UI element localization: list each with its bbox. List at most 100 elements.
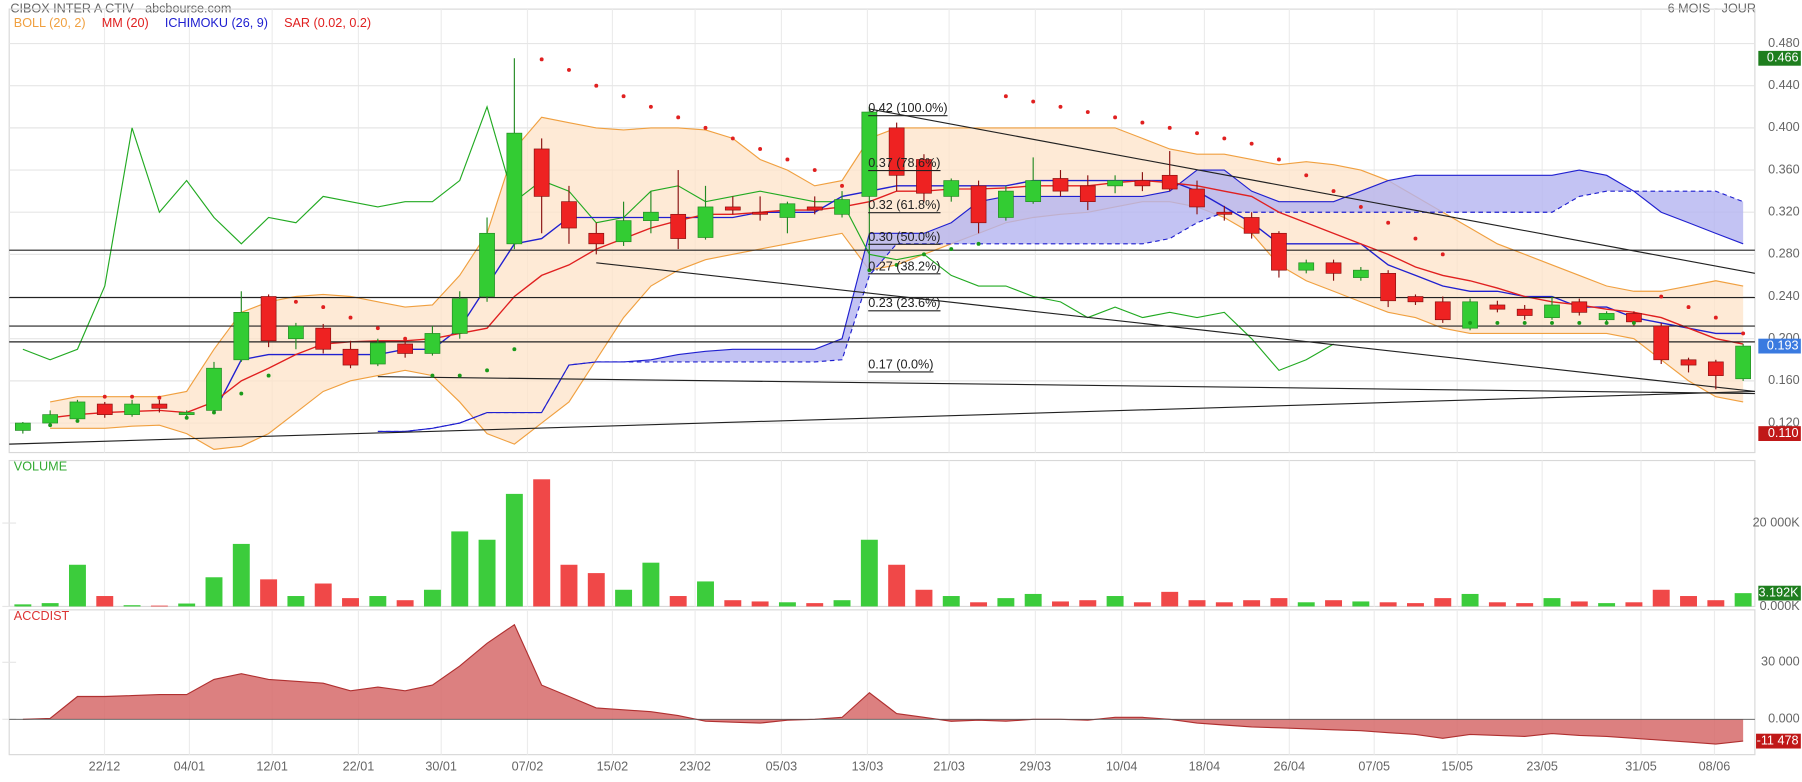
- sar-dot: [1522, 320, 1527, 325]
- volume-bar: [860, 539, 878, 607]
- volume-bar: [1488, 602, 1506, 607]
- y-tick-label: 0.000: [1768, 712, 1800, 726]
- candle-body: [1489, 304, 1506, 310]
- candle-body: [288, 325, 304, 340]
- candle-body: [834, 199, 850, 215]
- sar-dot: [949, 247, 954, 252]
- chart-title: CIBOX INTER A CTIV - abcbourse.com: [10, 1, 231, 15]
- sar-dot: [1495, 320, 1500, 325]
- sar-dot: [1413, 236, 1418, 241]
- y-tick-label: 0.360: [1768, 162, 1800, 176]
- candle-body: [1434, 301, 1451, 321]
- sar-dot: [75, 418, 80, 423]
- volume-bar: [1625, 602, 1643, 607]
- fibonacci-label: 0.30 (50.0%): [868, 230, 940, 244]
- sar-dot: [1686, 305, 1691, 310]
- fibonacci-label: 0.17 (0.0%): [868, 357, 933, 371]
- volume-bar: [751, 601, 769, 607]
- trend-line: [377, 376, 1755, 395]
- candle-body: [1052, 178, 1069, 192]
- candle-body: [178, 412, 195, 415]
- legend-item: ICHIMOKU (26, 9): [165, 16, 268, 30]
- sar-dot: [867, 268, 872, 273]
- sar-dot: [512, 347, 517, 352]
- volume-bar: [1297, 602, 1315, 607]
- volume-bar: [314, 583, 332, 607]
- volume-bar: [697, 581, 714, 607]
- candle-body: [1407, 296, 1424, 303]
- trend-line: [596, 262, 1755, 392]
- candle-body: [1462, 301, 1478, 329]
- sar-dot: [1577, 320, 1582, 325]
- x-tick-label: 22/01: [343, 760, 375, 774]
- candle-body: [1707, 361, 1724, 376]
- last-value-label: 3.192K: [1759, 586, 1800, 600]
- accdist-line: [22, 623, 1744, 745]
- candle-body: [1271, 232, 1287, 271]
- sar-dot: [1113, 115, 1118, 120]
- sar-dot: [894, 262, 899, 267]
- sar-dot: [1058, 104, 1063, 109]
- price-marker-label: 0.193: [1767, 338, 1799, 352]
- panel-frame: [8, 8, 1756, 454]
- sar-dot: [621, 94, 626, 99]
- volume-bar: [1161, 591, 1179, 607]
- sar-dot: [1604, 320, 1609, 325]
- volume-bar: [942, 596, 960, 607]
- panel-frame: [8, 459, 1756, 608]
- volume-bar: [1707, 600, 1725, 607]
- sar-dot: [348, 315, 353, 320]
- volume-bar: [1270, 598, 1288, 607]
- legend-item: MM (20): [102, 16, 149, 30]
- volume-bar: [587, 573, 605, 607]
- sar-dot: [1276, 157, 1281, 162]
- candle-body: [1571, 301, 1588, 313]
- ichimoku-cloud: [377, 170, 1744, 432]
- volume-bar: [1352, 601, 1370, 607]
- volume-bar: [806, 603, 824, 607]
- x-tick-label: 04/01: [174, 760, 206, 774]
- candle-body: [151, 403, 168, 409]
- sar-dot: [1741, 331, 1746, 336]
- candle-body: [697, 206, 714, 238]
- x-tick-label: 08/06: [1699, 760, 1731, 774]
- x-tick-label: 10/04: [1106, 760, 1138, 774]
- candle-body: [1107, 180, 1123, 187]
- volume-bar: [724, 600, 742, 607]
- candle-body: [424, 333, 441, 354]
- candle-body: [888, 127, 905, 176]
- volume-bar: [451, 531, 469, 607]
- bollinger-band: [50, 117, 1744, 450]
- candle-body: [42, 414, 59, 424]
- candle-body: [998, 190, 1014, 218]
- price-marker: [1758, 426, 1801, 441]
- volume-bar: [778, 602, 796, 607]
- candle-body: [970, 185, 987, 224]
- y-tick-label: 20 000K: [1753, 515, 1801, 529]
- candle-body: [96, 403, 113, 415]
- candle-body: [561, 201, 577, 229]
- last-value-label: -11 478: [1757, 733, 1799, 747]
- sar-dot: [1386, 220, 1391, 225]
- sar-dot: [785, 157, 790, 162]
- volume-bar: [970, 602, 988, 607]
- sar-dot: [457, 373, 462, 378]
- candle-body: [342, 348, 359, 366]
- volume-bar: [68, 564, 86, 607]
- volume-bar: [1379, 602, 1397, 607]
- volume-bar: [1598, 603, 1616, 607]
- volume-bar: [1407, 603, 1424, 607]
- y-tick-label: 0.280: [1768, 247, 1800, 261]
- fibonacci-label: 0.23 (23.6%): [868, 296, 940, 310]
- sar-dot: [676, 115, 681, 120]
- candle-body: [615, 220, 632, 243]
- x-tick-label: 26/04: [1274, 760, 1306, 774]
- volume-bar: [41, 603, 59, 607]
- y-tick-label: 0.440: [1768, 78, 1800, 92]
- sar-dot: [1031, 99, 1036, 104]
- sar-dot: [812, 168, 817, 172]
- last-value-marker: [1756, 733, 1801, 749]
- sar-dot: [1222, 136, 1227, 141]
- volume-bar: [1243, 600, 1261, 607]
